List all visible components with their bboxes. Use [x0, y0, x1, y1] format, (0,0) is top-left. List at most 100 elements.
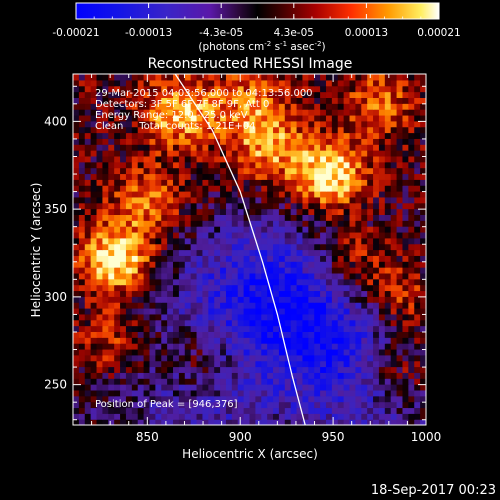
heatmap-cell: [120, 272, 127, 280]
heatmap-cell: [237, 85, 245, 93]
heatmap-cell: [384, 202, 392, 210]
heatmap-cell: [196, 384, 204, 391]
heatmap-cell: [408, 366, 415, 373]
heatmap-cell: [137, 296, 145, 303]
heatmap-cell: [225, 401, 233, 409]
heatmap-cell: [314, 401, 321, 409]
heatmap-cell: [196, 325, 204, 332]
heatmap-cell: [384, 284, 392, 292]
heatmap-cell: [302, 384, 309, 391]
heatmap-cell: [249, 103, 256, 110]
heatmap-cell: [114, 319, 121, 327]
heatmap-cell: [155, 267, 162, 274]
chart-title: Reconstructed RHESSI Image: [148, 56, 353, 72]
heatmap-cell: [173, 278, 180, 286]
heatmap-cell: [231, 155, 239, 163]
heatmap-cell: [384, 372, 392, 379]
heatmap-cell: [337, 214, 345, 221]
heatmap-cell: [384, 74, 392, 81]
heatmap-cell: [73, 74, 80, 81]
heatmap-cell: [290, 384, 298, 391]
heatmap-cell: [208, 179, 215, 186]
heatmap-cell: [302, 138, 309, 145]
heatmap-cell: [284, 167, 292, 175]
heatmap-cell: [114, 214, 121, 221]
heatmap-cell: [378, 196, 386, 204]
heatmap-cell: [202, 407, 209, 414]
heatmap-cell: [302, 237, 309, 245]
heatmap-cell: [367, 185, 374, 192]
heatmap-cell: [278, 208, 286, 215]
heatmap-cell: [96, 419, 104, 425]
heatmap-cell: [255, 255, 262, 262]
heatmap-cell: [308, 243, 315, 251]
heatmap-cell: [155, 319, 162, 327]
heatmap-cell: [231, 249, 239, 256]
heatmap-cell: [190, 343, 198, 350]
heatmap-cell: [390, 395, 398, 403]
heatmap-cell: [108, 214, 115, 221]
heatmap-cell: [343, 74, 351, 81]
heatmap-cell: [343, 196, 351, 204]
heatmap-cell: [273, 384, 280, 391]
heatmap-cell: [190, 103, 198, 110]
heatmap-cell: [108, 366, 115, 373]
heatmap-cell: [114, 155, 121, 163]
heatmap-cell: [143, 97, 151, 104]
heatmap-cell: [114, 413, 121, 420]
heatmap-cell: [73, 419, 80, 425]
heatmap-cell: [278, 267, 286, 274]
heatmap-cell: [131, 337, 139, 344]
heatmap-cell: [96, 343, 104, 350]
heatmap-cell: [214, 366, 221, 373]
heatmap-cell: [73, 372, 80, 379]
heatmap-cell: [261, 308, 268, 315]
heatmap-cell: [408, 214, 415, 221]
heatmap-cell: [243, 331, 251, 338]
heatmap-cell: [73, 191, 80, 198]
heatmap-cell: [337, 191, 345, 198]
heatmap-cell: [314, 302, 321, 309]
heatmap-cell: [131, 150, 139, 157]
heatmap-cell: [273, 97, 280, 104]
heatmap-cell: [261, 290, 268, 297]
heatmap-cell: [296, 196, 304, 204]
heatmap-cell: [249, 114, 256, 122]
heatmap-cell: [225, 185, 233, 192]
heatmap-cell: [137, 114, 145, 122]
heatmap-cell: [361, 126, 368, 134]
heatmap-cell: [349, 79, 356, 87]
heatmap-cell: [184, 331, 192, 338]
heatmap-cell: [355, 267, 362, 274]
heatmap-cell: [178, 150, 186, 157]
heatmap-cell: [355, 348, 362, 356]
heatmap-cell: [284, 413, 292, 420]
heatmap-cell: [278, 337, 286, 344]
heatmap-cell: [284, 348, 292, 356]
heatmap-cell: [267, 308, 274, 315]
heatmap-cell: [196, 261, 204, 268]
heatmap-cell: [290, 267, 298, 274]
heatmap-cell: [196, 267, 204, 274]
heatmap-cell: [114, 196, 121, 204]
heatmap-cell: [343, 91, 351, 98]
heatmap-cell: [261, 214, 268, 221]
heatmap-cell: [273, 179, 280, 186]
heatmap-cell: [84, 138, 92, 145]
heatmap-cell: [73, 261, 80, 268]
heatmap-cell: [84, 179, 92, 186]
heatmap-cell: [120, 389, 127, 397]
heatmap-cell: [90, 226, 98, 233]
heatmap-cell: [267, 360, 274, 368]
heatmap-cell: [131, 319, 139, 327]
heatmap-cell: [108, 120, 115, 128]
heatmap-cell: [255, 389, 262, 397]
heatmap-cell: [308, 214, 315, 221]
heatmap-cell: [343, 231, 351, 239]
heatmap-cell: [220, 103, 227, 110]
heatmap-cell: [237, 319, 245, 327]
heatmap-cell: [202, 249, 209, 256]
heatmap-cell: [408, 348, 415, 356]
heatmap-cell: [314, 337, 321, 344]
heatmap-cell: [214, 296, 221, 303]
